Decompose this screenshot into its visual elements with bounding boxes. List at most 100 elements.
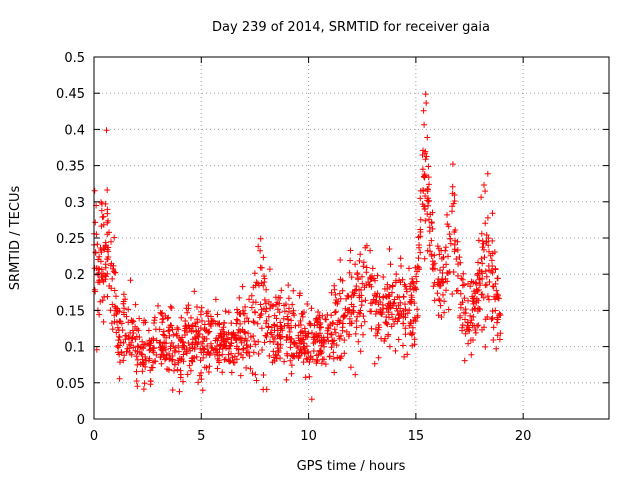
data-point bbox=[414, 306, 421, 313]
data-point bbox=[157, 309, 164, 316]
data-point bbox=[424, 188, 431, 195]
data-point bbox=[358, 322, 365, 329]
data-point bbox=[324, 311, 331, 318]
data-point bbox=[376, 294, 383, 300]
data-point bbox=[272, 294, 279, 301]
data-point bbox=[450, 200, 457, 207]
data-point bbox=[465, 340, 472, 347]
data-point bbox=[286, 305, 292, 312]
data-point bbox=[211, 318, 217, 325]
data-point bbox=[133, 368, 140, 375]
x-tick-label: 0 bbox=[90, 429, 98, 444]
data-point bbox=[136, 334, 143, 341]
data-point bbox=[442, 247, 449, 254]
data-point bbox=[347, 257, 354, 264]
data-point bbox=[462, 316, 468, 323]
data-point bbox=[431, 260, 438, 267]
data-point bbox=[273, 355, 280, 362]
data-point bbox=[151, 314, 158, 321]
data-point bbox=[400, 342, 406, 349]
data-point bbox=[421, 255, 428, 262]
data-point bbox=[184, 329, 191, 336]
data-point bbox=[328, 331, 335, 338]
data-point bbox=[176, 388, 183, 395]
y-tick-label: 0.3 bbox=[64, 196, 85, 211]
data-point bbox=[425, 195, 432, 202]
data-point bbox=[423, 100, 430, 106]
data-point bbox=[177, 371, 184, 378]
data-point bbox=[339, 324, 346, 331]
data-point bbox=[379, 311, 386, 318]
data-point bbox=[353, 324, 360, 331]
data-point bbox=[200, 354, 207, 361]
data-point bbox=[129, 335, 136, 342]
data-point bbox=[333, 342, 340, 349]
data-point bbox=[288, 335, 295, 342]
data-point bbox=[246, 296, 253, 303]
data-point bbox=[183, 322, 189, 329]
data-point bbox=[128, 339, 135, 346]
data-point bbox=[125, 306, 132, 313]
data-point bbox=[287, 357, 294, 364]
data-point bbox=[147, 367, 154, 374]
data-point bbox=[179, 338, 186, 345]
data-point bbox=[146, 355, 153, 362]
data-point bbox=[254, 320, 261, 327]
data-point bbox=[471, 322, 478, 329]
data-point bbox=[431, 297, 438, 304]
data-point bbox=[251, 270, 258, 277]
data-point bbox=[461, 309, 467, 316]
data-point bbox=[235, 326, 242, 333]
data-point bbox=[267, 338, 273, 345]
data-point bbox=[281, 358, 288, 365]
data-point bbox=[356, 309, 362, 316]
data-point bbox=[137, 361, 144, 367]
data-point bbox=[422, 172, 428, 179]
data-point bbox=[114, 343, 121, 349]
data-point bbox=[331, 337, 338, 344]
data-point bbox=[224, 336, 231, 343]
data-point bbox=[389, 289, 395, 296]
data-point bbox=[348, 274, 355, 281]
data-point bbox=[100, 318, 107, 325]
data-point bbox=[256, 314, 263, 321]
data-point bbox=[217, 330, 224, 337]
data-point bbox=[317, 321, 323, 328]
data-point bbox=[370, 296, 377, 303]
data-point bbox=[175, 348, 182, 355]
data-point bbox=[351, 290, 358, 297]
data-point bbox=[245, 318, 252, 325]
data-point bbox=[175, 326, 182, 333]
data-point bbox=[306, 373, 313, 380]
data-point bbox=[341, 312, 348, 319]
data-point bbox=[327, 321, 334, 328]
data-point bbox=[94, 241, 101, 248]
data-point bbox=[404, 310, 411, 317]
data-point bbox=[444, 221, 451, 228]
data-point bbox=[421, 205, 428, 212]
data-point bbox=[400, 320, 407, 327]
data-point bbox=[419, 166, 426, 173]
data-point bbox=[253, 377, 260, 384]
data-point bbox=[168, 305, 175, 311]
data-point bbox=[120, 357, 127, 364]
data-point bbox=[244, 315, 250, 322]
data-point bbox=[368, 325, 375, 332]
data-point bbox=[353, 283, 360, 290]
data-point bbox=[284, 313, 291, 320]
data-point bbox=[261, 305, 267, 312]
data-point bbox=[237, 311, 244, 318]
data-point bbox=[265, 313, 272, 320]
data-point bbox=[166, 324, 173, 331]
data-point bbox=[358, 302, 365, 309]
data-point bbox=[97, 298, 104, 305]
data-point bbox=[454, 272, 461, 279]
data-point bbox=[429, 265, 436, 272]
data-point bbox=[258, 310, 265, 317]
data-point bbox=[243, 342, 250, 349]
data-point bbox=[480, 246, 487, 253]
data-point bbox=[199, 340, 205, 347]
data-point bbox=[322, 361, 329, 368]
data-point bbox=[262, 300, 269, 307]
data-point bbox=[149, 345, 156, 352]
